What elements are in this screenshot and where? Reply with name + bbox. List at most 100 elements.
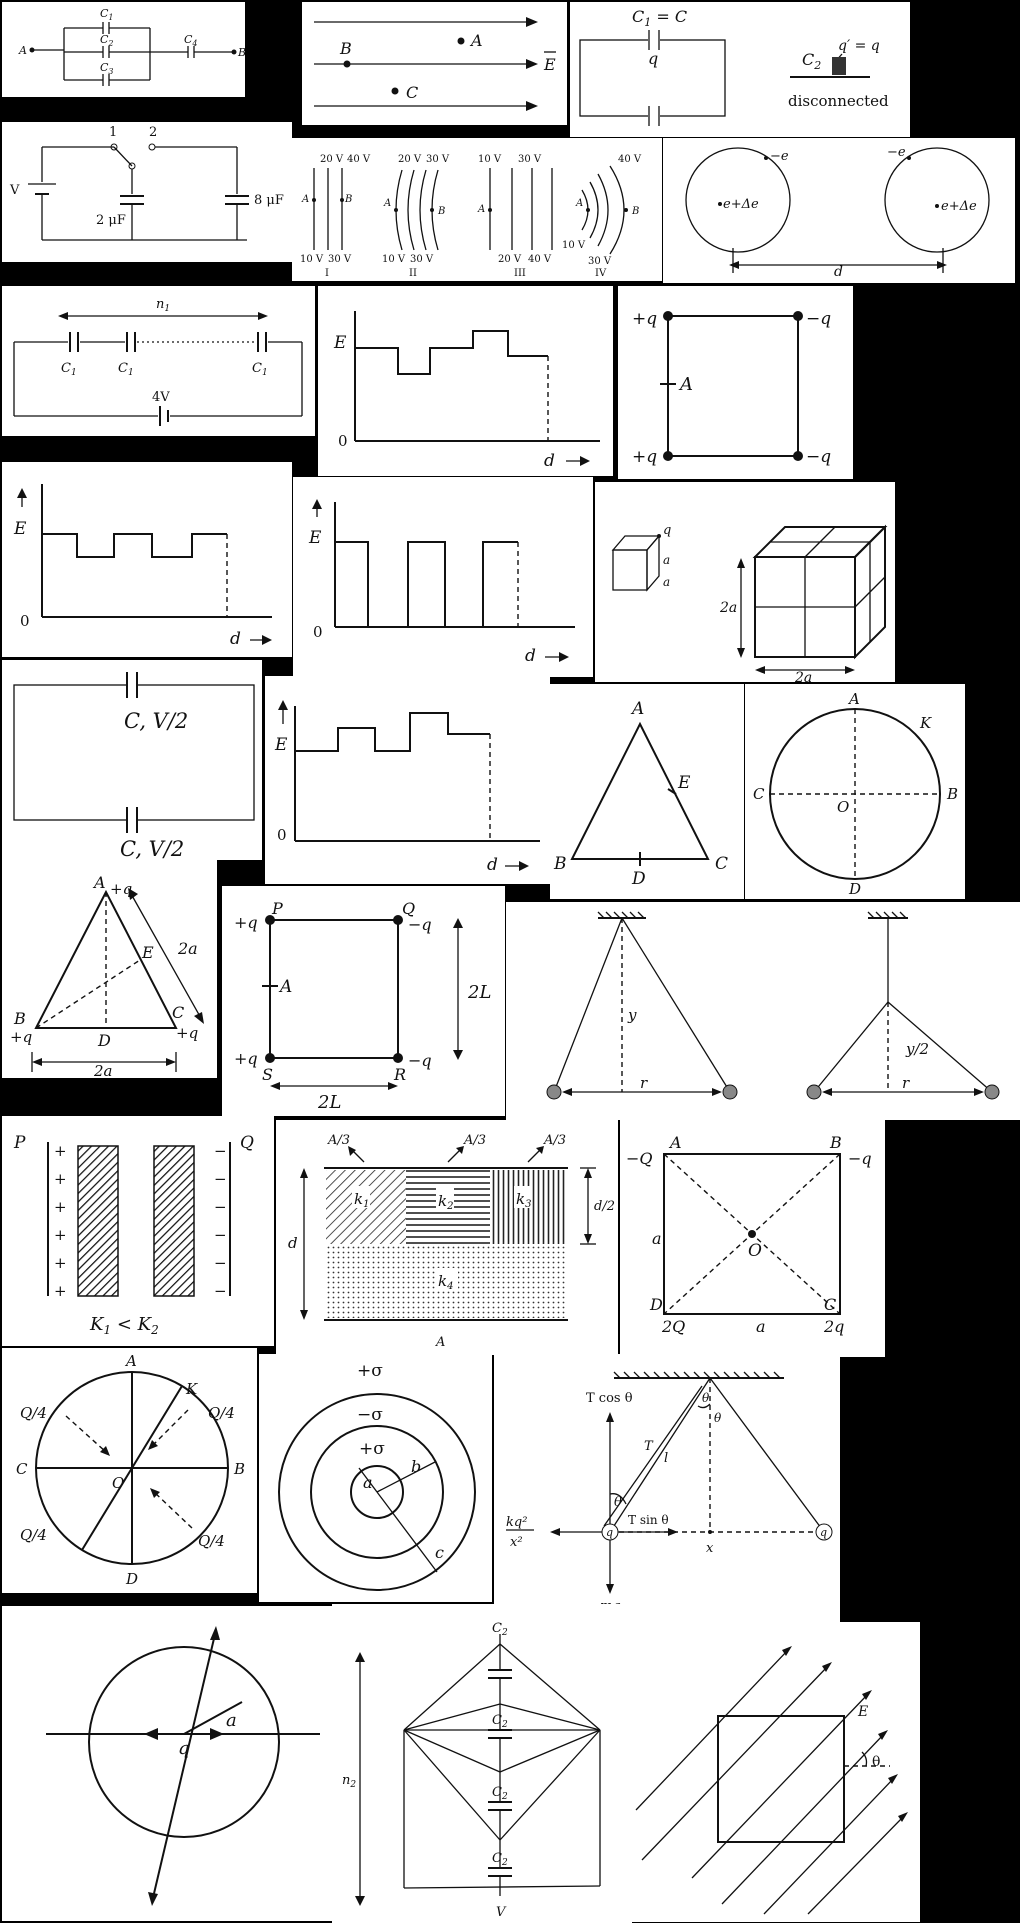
diagram-dielectric-slabs: k1 k2 k3 k4 A/3 A/3 A/3 d d/2 A [276,1120,618,1355]
vertex-b: B [13,1009,26,1028]
graph-field-vs-distance-2: E 0 d [2,462,292,657]
label-k1: k1 [354,1190,369,1210]
distance-d: d [834,264,843,280]
corner-br-charge: −q [806,447,831,467]
diagram-plates-dielectrics: P Q + + + + + + − − − − − − K1 < K2 [2,1116,274,1346]
inner-sigma: +σ [359,1439,385,1459]
point-k: K [185,1380,198,1398]
vertex-d: D [649,1295,663,1314]
plus-6: + [54,1282,67,1300]
label-c3: C3 [100,61,114,76]
top-capacitor-label: C, V/2 [124,709,188,733]
eq-ii-label: II [409,268,417,279]
eq-iv-top1: 40 V [618,154,642,165]
point-a: A [278,977,292,997]
area-a3-3: A/3 [543,1133,566,1148]
charge-left: q [606,1526,613,1539]
axis-d: d [487,855,498,875]
vertex-p: P [271,899,283,918]
vertex-a: A [630,699,644,719]
axis-e: E [333,333,347,353]
label-v: V [9,183,20,198]
small-cube-q: q [663,523,671,538]
label-c2: C2 [100,33,114,48]
label-q: q [648,49,658,68]
vertex-b: B [553,854,567,874]
diagram-concentric-shells: +σ −σ +σ a b c [259,1354,492,1602]
eq-iii-top2: 30 V [518,154,542,165]
middle-sigma: −σ [357,1405,383,1425]
eq-ii-top2: 30 V [426,154,450,165]
point-b-label: B [339,39,352,58]
minus-6: − [214,1282,227,1300]
axis-e: E [274,735,288,755]
center-o: O [748,1241,762,1261]
midpoint-e: E [677,773,691,793]
voltage-v: V [496,1905,507,1920]
eq-iv-a: A [575,198,583,209]
tension-cos: T cos θ [586,1391,633,1406]
charge-d: 2Q [661,1317,685,1336]
point-a: A [847,690,860,708]
vertex-a: A [668,1133,682,1152]
corner-tr-charge: −q [806,309,831,329]
label-b: B [237,46,245,59]
label-k1-k2: K1 < K2 [89,1314,159,1337]
label-c1-first: C1 [61,361,77,378]
graph-field-vs-distance-4: E 0 d [265,676,550,884]
diagram-cubes: q a a 2a 2a [595,482,895,682]
charge-right: q [820,1526,827,1539]
side-length: 2a [177,939,198,958]
plus-3: + [54,1198,67,1216]
area-a3-2: A/3 [463,1133,486,1148]
point-a: A [124,1352,137,1370]
midpoint-d: D [97,1031,111,1050]
force-numerator: kq² [506,1515,527,1530]
point-a: A [678,374,693,395]
label-k2: k2 [438,1192,453,1212]
minus-3: − [214,1198,227,1216]
big-cube-height: 2a [719,600,737,616]
charge-a: −Q [626,1149,653,1168]
diagram-square-pqrs: +q P Q −q +q S R −q A 2L 2L [222,886,505,1116]
length-l: l [664,1451,668,1466]
center-o: O [112,1474,124,1492]
point-a-label: A [469,31,483,50]
diagram-circle-quarter-charges: A B C D K O Q/4 Q/4 Q/4 Q/4 [2,1348,257,1593]
vertex-q: Q [402,899,415,918]
cap-2: C2 [492,1713,508,1730]
separation-r-left: r [640,1074,648,1092]
plate-p: P [13,1133,26,1153]
point-c: C [753,785,765,803]
label-disconnected: disconnected [788,92,889,110]
charge-b: −q [848,1149,872,1168]
plus-4: + [54,1226,67,1244]
diagram-circle-diameters: A B C D K O [745,684,965,899]
eq-ii-bot2: 30 V [410,254,434,265]
force-denominator: x² [510,1535,523,1550]
outer-sigma: +σ [357,1361,383,1381]
eq-iv-label: IV [595,268,607,279]
diagram-square-charges: +q −q +q −q A [618,286,853,479]
axis-d: d [230,629,241,649]
height-y-half: y/2 [905,1040,929,1058]
axis-e: E [13,519,27,539]
side-a-bottom: a [756,1317,766,1336]
diagram-capacitor-column: n2 C2 C2 C2 C2 V [332,1604,632,1923]
eq-ii-top1: 20 V [398,154,422,165]
radius-a: a [226,1710,237,1731]
vertex-c: C [172,1003,184,1022]
point-k: K [919,714,932,732]
label-c1-c: C1 = C [632,7,687,29]
label-n1: n1 [156,297,170,314]
minus-1: − [214,1142,227,1160]
diagram-circle-charge-q: q a [2,1606,332,1921]
charge-a: +q [110,880,132,898]
angle-theta-top2: θ [714,1411,722,1425]
charge-tr: Q/4 [208,1404,235,1422]
axis-d: d [544,451,555,471]
charge-q: q [178,1738,190,1759]
charge-br: Q/4 [198,1532,225,1550]
sphere2-minus-e: −e [887,145,906,160]
eq-iv-bot1: 10 V [562,240,586,251]
